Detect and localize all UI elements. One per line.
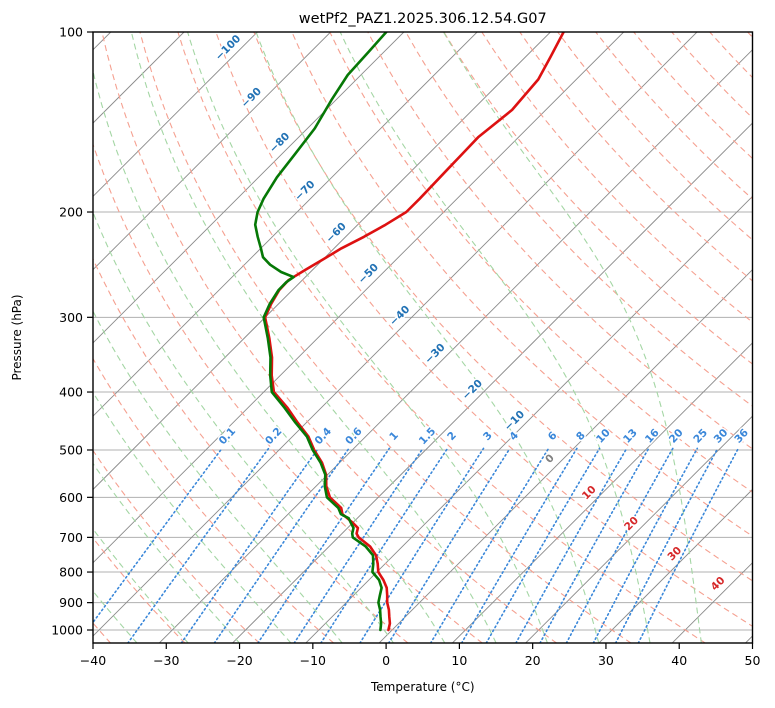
mixing-ratio-label: 3	[481, 429, 495, 443]
moist-adiabat-lines	[93, 32, 702, 643]
isotherm-gridlines	[93, 32, 753, 643]
mixing-ratio-label: 13	[621, 427, 640, 446]
y-tick-label: 300	[59, 310, 83, 325]
mixing-ratio-lines	[93, 447, 740, 643]
isotherm-label: −90	[239, 85, 264, 110]
mixing-ratio-label: 2	[445, 429, 459, 443]
y-tick-label: 600	[59, 490, 83, 505]
dewpoint-curve	[253, 32, 388, 632]
mixing-ratio-label: 1.5	[417, 425, 438, 447]
x-tick-label: 30	[598, 653, 614, 668]
mixing-ratio-label: 0.1	[217, 425, 238, 447]
mixing-ratio-label: 6	[546, 429, 560, 443]
y-axis-ticks: 100 200 300 400 500 600 700 800 900 1000	[51, 25, 93, 638]
isotherm-label: −70	[293, 178, 318, 203]
isotherm-label: 0	[543, 452, 557, 466]
mixing-ratio-label: 25	[691, 427, 710, 446]
x-tick-label: 20	[525, 653, 541, 668]
x-tick-label: −40	[80, 653, 106, 668]
y-tick-label: 200	[59, 205, 83, 220]
mixing-ratio-label: 0.2	[263, 425, 284, 447]
mixing-ratio-label: 10	[594, 427, 613, 446]
isotherm-label: −30	[423, 341, 448, 366]
x-tick-label: −10	[300, 653, 326, 668]
x-tick-label: 50	[745, 653, 761, 668]
isotherm-label: −20	[460, 377, 485, 402]
isotherm-label: −50	[356, 261, 381, 286]
dry-adiabat-lines	[93, 32, 753, 643]
y-tick-label: 400	[59, 385, 83, 400]
mixing-ratio-label: 36	[732, 427, 751, 446]
x-tick-label: −20	[226, 653, 252, 668]
mixing-ratio-label: 16	[643, 427, 662, 446]
y-tick-label: 500	[59, 442, 83, 457]
x-tick-label: 0	[382, 653, 390, 668]
mixing-ratio-label: 8	[574, 429, 588, 443]
mixing-ratio-label: 30	[712, 427, 731, 446]
y-tick-label: 1000	[51, 623, 83, 638]
isotherm-label: −60	[324, 220, 349, 245]
chart-title: wetPf2_PAZ1.2025.306.12.54.G07	[299, 11, 547, 27]
isobar-gridlines	[93, 32, 753, 631]
x-axis-ticks: −40 −30 −20 −10 0 10 20 30 40 50	[80, 643, 761, 668]
mixing-ratio-label: 4	[507, 429, 521, 443]
isotherm-label: −10	[502, 408, 527, 433]
x-axis-label: Temperature (°C)	[370, 680, 475, 694]
y-axis-label: Pressure (hPa)	[10, 294, 24, 380]
x-tick-label: −30	[153, 653, 179, 668]
isotherm-label: −80	[267, 130, 292, 155]
y-tick-label: 100	[59, 25, 83, 40]
x-tick-label: 10	[451, 653, 467, 668]
axes-frame	[92, 31, 754, 644]
x-tick-label: 40	[671, 653, 687, 668]
y-tick-label: 800	[59, 565, 83, 580]
isotherm-label: −40	[387, 303, 412, 328]
y-tick-label: 900	[59, 595, 83, 610]
mixing-ratio-label: 1	[387, 429, 401, 443]
mixing-ratio-label: 0.4	[313, 425, 334, 447]
y-tick-label: 700	[59, 530, 83, 545]
temperature-curve	[263, 32, 565, 632]
